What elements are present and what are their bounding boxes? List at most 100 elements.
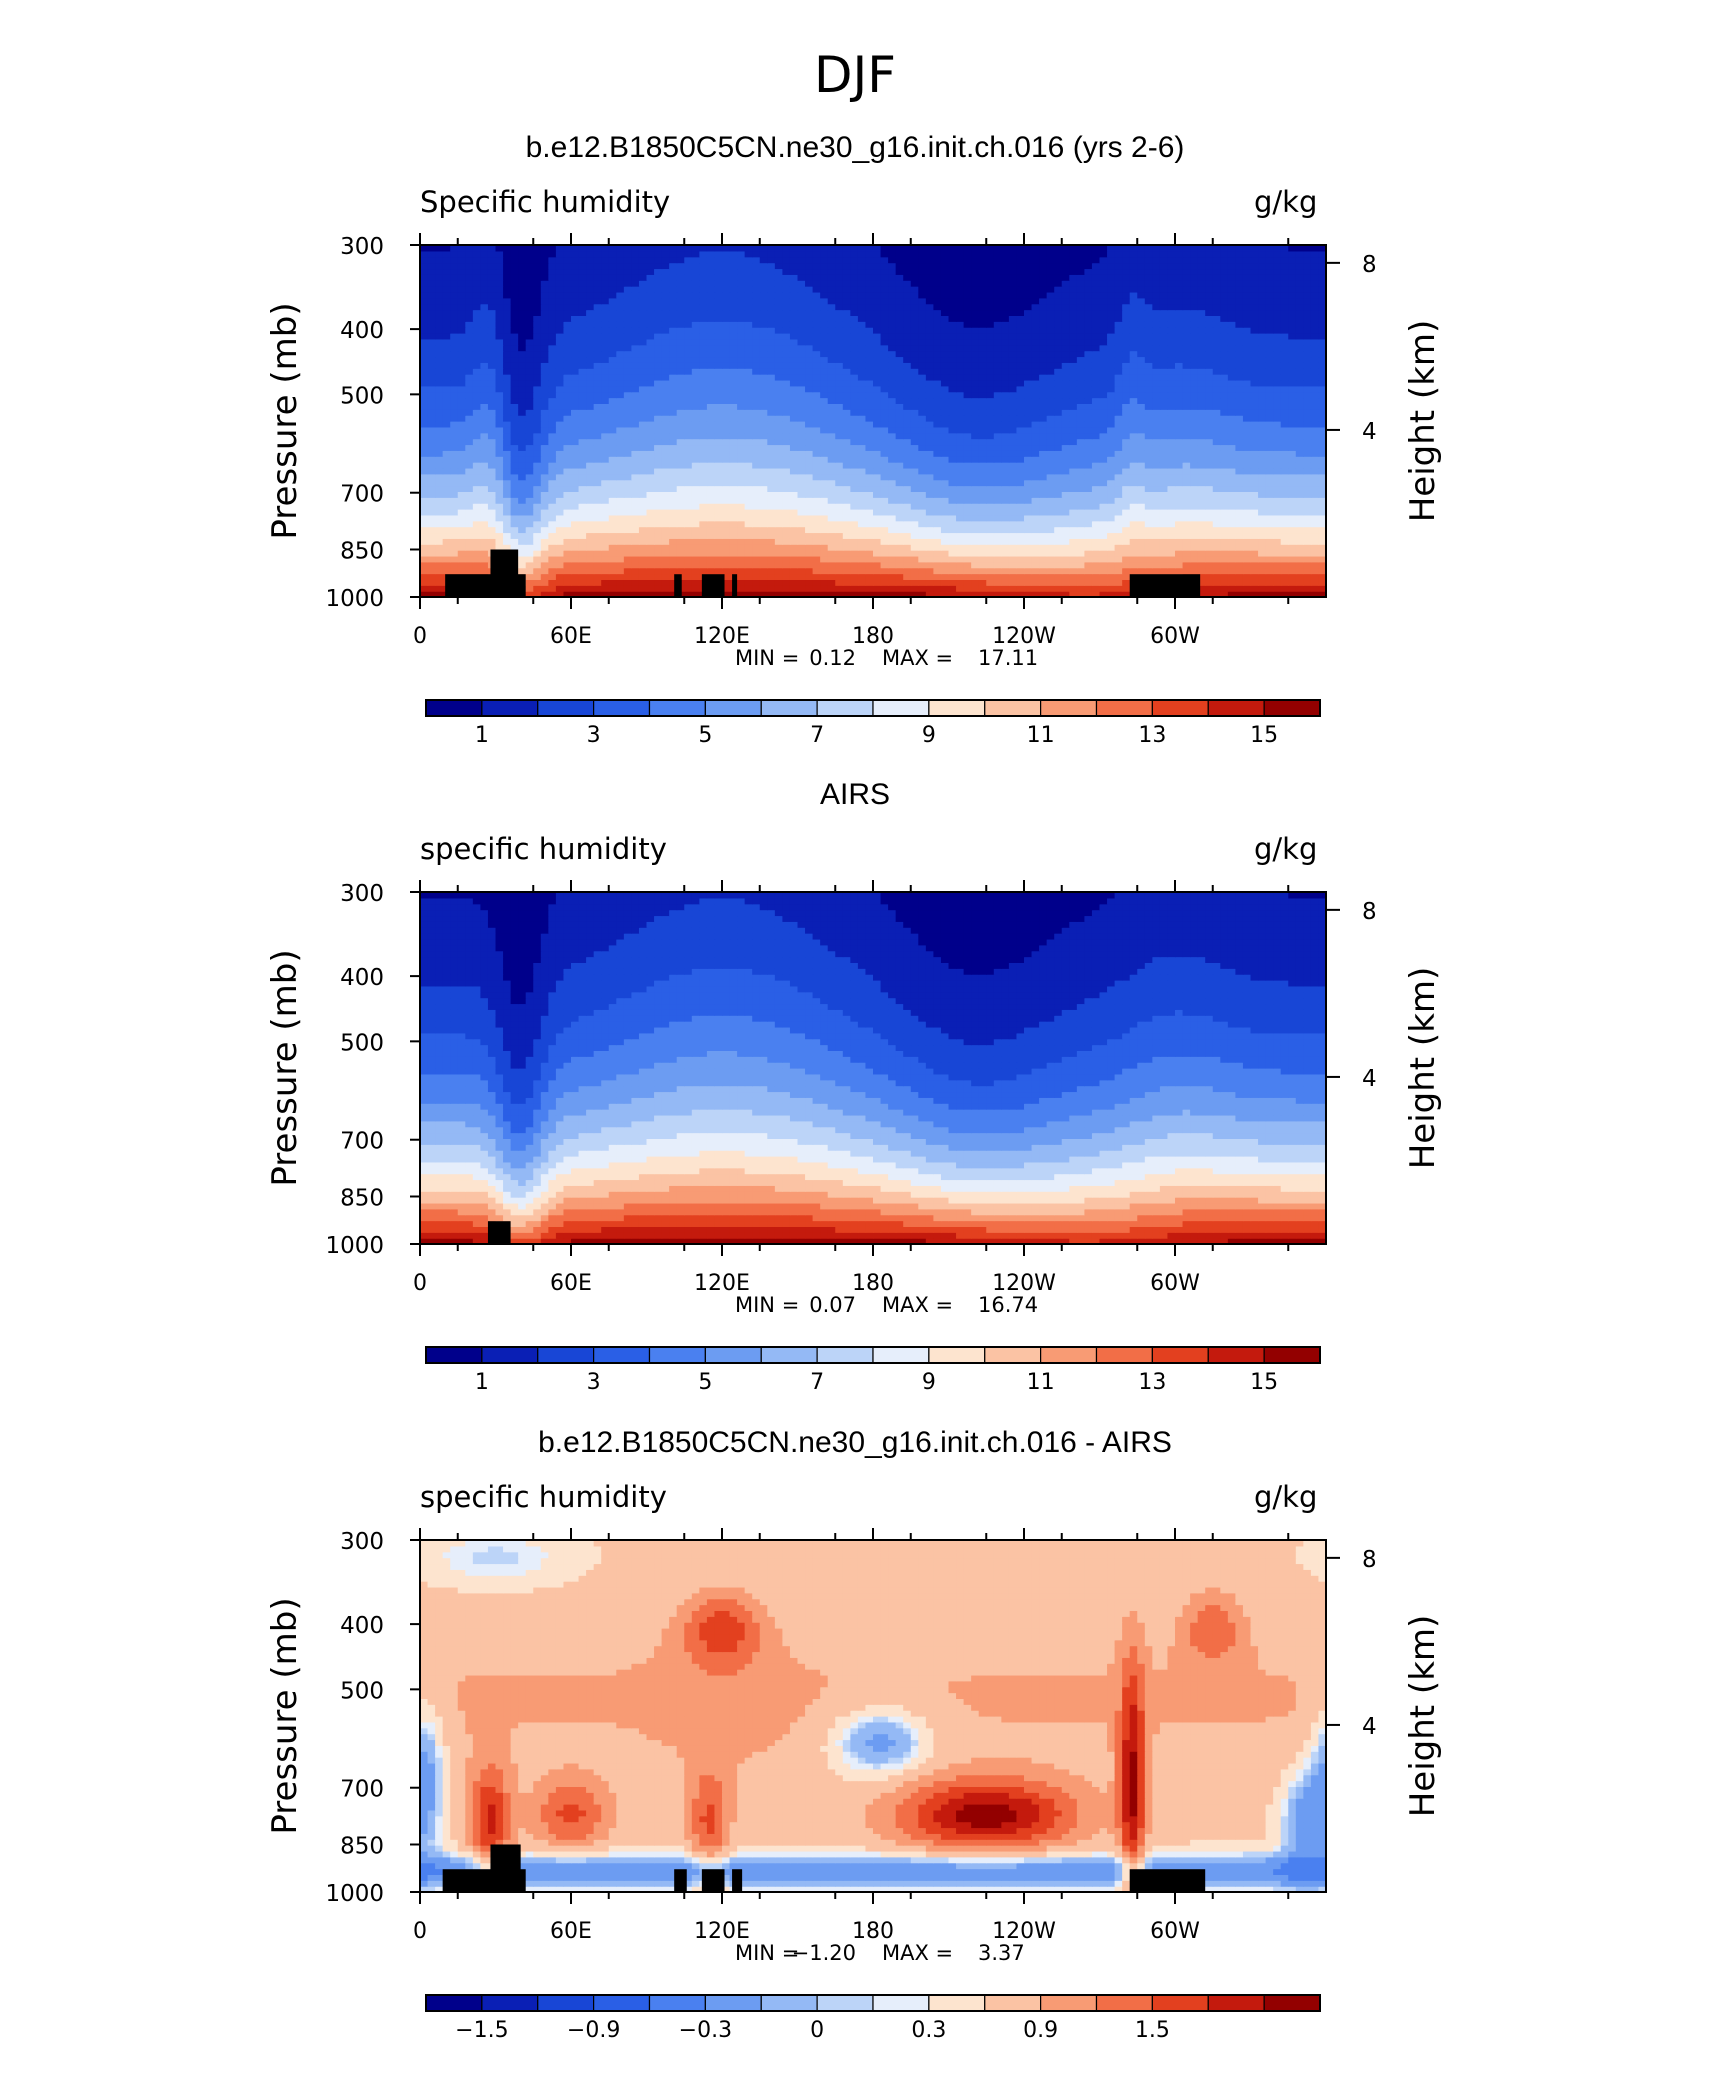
field-cell — [873, 351, 881, 357]
field-cell — [1303, 503, 1311, 509]
field-cell — [1069, 503, 1077, 509]
field-cell — [903, 368, 911, 374]
field-cell — [1190, 491, 1198, 497]
field-cell — [820, 409, 828, 415]
field-cell — [798, 509, 806, 515]
field-cell — [820, 456, 828, 462]
field-cell — [820, 415, 828, 421]
field-cell — [767, 439, 775, 445]
field-cell — [443, 480, 451, 486]
field-cell — [760, 362, 768, 368]
field-cell — [1107, 568, 1115, 574]
field-cell — [752, 497, 760, 503]
field-cell — [1281, 386, 1289, 392]
field-cell — [918, 532, 926, 538]
field-cell — [911, 550, 919, 556]
field-cell — [1167, 544, 1175, 550]
field-cell — [1266, 368, 1274, 374]
field-cell — [1024, 509, 1032, 515]
field-cell — [1062, 491, 1070, 497]
field-cell — [843, 368, 851, 374]
field-cell — [1205, 456, 1213, 462]
panel-1: b.e12.B1850C5CN.ne30_g16.init.ch.016 (yr… — [265, 131, 1443, 748]
field-cell — [1137, 544, 1145, 550]
field-cell — [1183, 439, 1191, 445]
field-cell — [677, 439, 685, 445]
field-cell — [1243, 474, 1251, 480]
field-cell — [526, 415, 534, 421]
field-cell — [1016, 497, 1024, 503]
field-cell — [601, 532, 609, 538]
field-cell — [1311, 486, 1319, 492]
field-cell — [533, 444, 541, 450]
field-cell — [692, 503, 700, 509]
field-cell — [745, 585, 753, 591]
field-cell — [979, 474, 987, 480]
field-cell — [752, 562, 760, 568]
field-cell — [1220, 562, 1228, 568]
field-cell — [813, 468, 821, 474]
field-cell — [1092, 562, 1100, 568]
field-cell — [782, 462, 790, 468]
field-cell — [1220, 356, 1228, 362]
field-cell — [782, 421, 790, 427]
field-cell — [813, 362, 821, 368]
field-cell — [518, 380, 526, 386]
field-cell — [435, 374, 443, 380]
field-cell — [1251, 468, 1259, 474]
field-cell — [918, 444, 926, 450]
field-cell — [1220, 444, 1228, 450]
field-cell — [933, 527, 941, 533]
field-cell — [850, 368, 858, 374]
field-cell — [949, 351, 957, 357]
field-cell — [956, 362, 964, 368]
field-cell — [1258, 509, 1266, 515]
field-cell — [541, 497, 549, 503]
field-cell — [1160, 532, 1168, 538]
field-cell — [548, 515, 556, 521]
field-cell — [518, 362, 526, 368]
field-cell — [820, 480, 828, 486]
field-cell — [760, 585, 768, 591]
field-cell — [926, 433, 934, 439]
field-cell — [503, 468, 511, 474]
field-cell — [949, 527, 957, 533]
field-cell — [730, 351, 738, 357]
field-cell — [1228, 491, 1236, 497]
field-cell — [571, 527, 579, 533]
field-cell — [465, 433, 473, 439]
field-cell — [911, 515, 919, 521]
field-cell — [722, 368, 730, 374]
field-cell — [813, 521, 821, 527]
field-cell — [745, 527, 753, 533]
field-cell — [518, 480, 526, 486]
field-cell — [737, 468, 745, 474]
field-cell — [1303, 532, 1311, 538]
field-cell — [707, 515, 715, 521]
field-cell — [949, 356, 957, 362]
field-cell — [1183, 532, 1191, 538]
field-cell — [790, 368, 798, 374]
field-cell — [926, 579, 934, 585]
field-cell — [1152, 456, 1160, 462]
field-cell — [548, 398, 556, 404]
field-cell — [820, 521, 828, 527]
field-cell — [1175, 433, 1183, 439]
field-cell — [1266, 444, 1274, 450]
field-cell — [1243, 439, 1251, 445]
field-cell — [1303, 456, 1311, 462]
field-cell — [1288, 486, 1296, 492]
field-cell — [1145, 362, 1153, 368]
field-cell — [1296, 462, 1304, 468]
field-cell — [1220, 515, 1228, 521]
field-cell — [903, 579, 911, 585]
field-cell — [1100, 550, 1108, 556]
field-cell — [1115, 491, 1123, 497]
field-cell — [782, 503, 790, 509]
field-cell — [964, 444, 972, 450]
field-cell — [926, 544, 934, 550]
field-cell — [1062, 462, 1070, 468]
field-cell — [1296, 568, 1304, 574]
field-cell — [647, 409, 655, 415]
field-cell — [1152, 427, 1160, 433]
